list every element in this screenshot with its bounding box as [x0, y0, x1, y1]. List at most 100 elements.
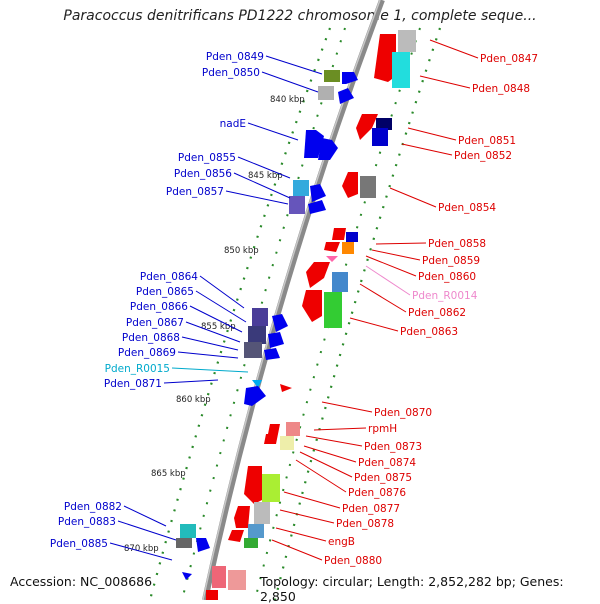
gene-block	[346, 232, 358, 242]
scale-label: 840 kbp	[270, 95, 305, 105]
gene-label: Pden_0877	[342, 503, 400, 515]
gene-label: rpmH	[368, 423, 397, 435]
gene-label: Pden_0863	[400, 326, 458, 338]
gene-label: Pden_0873	[364, 441, 422, 453]
right-leader-lines	[271, 39, 479, 561]
gene-label: Pden_0865	[136, 286, 194, 298]
gene-block	[342, 242, 354, 254]
gene-block	[289, 196, 305, 214]
gene-block	[324, 292, 342, 328]
gene-arrow	[268, 332, 284, 348]
chromosome-backbone-highlight	[202, 0, 381, 600]
gene-label: Pden_0852	[454, 150, 512, 162]
scale-label: 850 kbp	[224, 246, 259, 256]
gene-block	[254, 502, 270, 524]
gene-label: Pden_0854	[438, 202, 496, 214]
gene-arrow	[234, 506, 250, 528]
forward-gene-track	[176, 70, 358, 580]
gene-label: Pden_0875	[354, 472, 412, 484]
gene-block	[318, 86, 334, 100]
gene-block	[228, 570, 246, 590]
gene-label: Pden_0857	[166, 186, 224, 198]
gene-label: Pden_0856	[174, 168, 232, 180]
gene-arrow	[318, 138, 338, 160]
scale-label: 870 kbp	[124, 544, 159, 554]
gene-arrow	[342, 72, 358, 84]
gene-label: Pden_0850	[202, 67, 260, 79]
gene-arrow	[374, 34, 396, 82]
left-leader-lines	[109, 55, 323, 561]
gene-block	[324, 70, 340, 82]
gene-label: Pden_0870	[374, 407, 432, 419]
gene-arrow	[264, 348, 280, 360]
gene-block	[262, 474, 280, 502]
gene-block	[360, 176, 376, 198]
scale-label: 855 kbp	[201, 322, 236, 332]
gene-label: Pden_0848	[472, 83, 530, 95]
gene-block	[286, 422, 300, 436]
left-gene-labels: Pden_0849 Pden_0850 nadE Pden_0855 Pden_…	[50, 51, 264, 550]
gene-label: Pden_0880	[324, 555, 382, 567]
reverse-gene-track	[206, 30, 416, 600]
gene-label: Pden_0868	[122, 332, 180, 344]
gene-block	[398, 30, 416, 52]
gene-arrow	[302, 290, 322, 322]
gene-label: Pden_0851	[458, 135, 516, 147]
gene-block	[212, 566, 226, 588]
gene-block	[206, 590, 218, 600]
gene-block	[176, 538, 192, 548]
gene-label: Pden_0866	[130, 301, 188, 313]
scale-label: 865 kbp	[151, 469, 186, 479]
gene-label: Pden_0847	[480, 53, 538, 65]
gene-arrow	[310, 184, 326, 202]
gene-label: Pden_R0015	[105, 363, 170, 375]
gene-arrow	[244, 466, 262, 504]
chromosome-backbone	[202, 0, 385, 600]
gene-block	[252, 308, 268, 326]
gene-arrow	[304, 130, 324, 158]
gene-label: Pden_0874	[358, 457, 416, 469]
map-title: Paracoccus denitrificans PD1222 chromoso…	[63, 8, 537, 24]
gene-arrow	[182, 572, 192, 580]
gene-label: Pden_0871	[104, 378, 162, 390]
gene-arrow	[272, 314, 288, 332]
gene-block	[376, 118, 392, 130]
right-gene-labels: Pden_0847 Pden_0848 Pden_0851 Pden_0852 …	[324, 53, 538, 567]
gene-label: Pden_0849	[206, 51, 264, 63]
gene-label: Pden_0862	[408, 307, 466, 319]
trna-arrow	[326, 256, 338, 262]
gene-label: engB	[328, 536, 355, 548]
gene-arrow	[280, 384, 292, 392]
scale-labels: 840 kbp 845 kbp 850 kbp 855 kbp 860 kbp …	[124, 95, 305, 554]
scale-label: 860 kbp	[176, 395, 211, 405]
gene-block	[372, 128, 388, 146]
gene-label: Pden_0885	[50, 538, 108, 550]
gene-arrow	[332, 228, 346, 240]
scale-label: 845 kbp	[248, 171, 283, 181]
gene-arrow	[244, 386, 266, 406]
gene-label: Pden_0869	[118, 347, 176, 359]
gene-block	[244, 342, 262, 358]
gene-label: Pden_0864	[140, 271, 198, 283]
gene-arrow	[338, 88, 354, 104]
gene-label: Pden_0876	[348, 487, 406, 499]
gene-arrow	[228, 530, 244, 542]
gene-label: Pden_0882	[64, 501, 122, 513]
gene-arrow	[324, 242, 340, 252]
gene-block	[332, 272, 348, 292]
gene-label: Pden_0860	[418, 271, 476, 283]
gene-label: Pden_0878	[336, 518, 394, 530]
gene-label: Pden_0859	[422, 255, 480, 267]
gene-label: nadE	[220, 118, 246, 130]
gene-block	[280, 436, 294, 450]
gene-arrow	[264, 434, 278, 444]
gene-block	[180, 524, 196, 538]
gene-block	[244, 538, 258, 548]
gene-label: Pden_0867	[126, 317, 184, 329]
gene-arrow	[308, 200, 326, 214]
gene-block	[392, 52, 410, 88]
gene-label: Pden_0855	[178, 152, 236, 164]
gene-block	[248, 524, 264, 538]
gene-label: Pden_R0014	[412, 290, 478, 302]
